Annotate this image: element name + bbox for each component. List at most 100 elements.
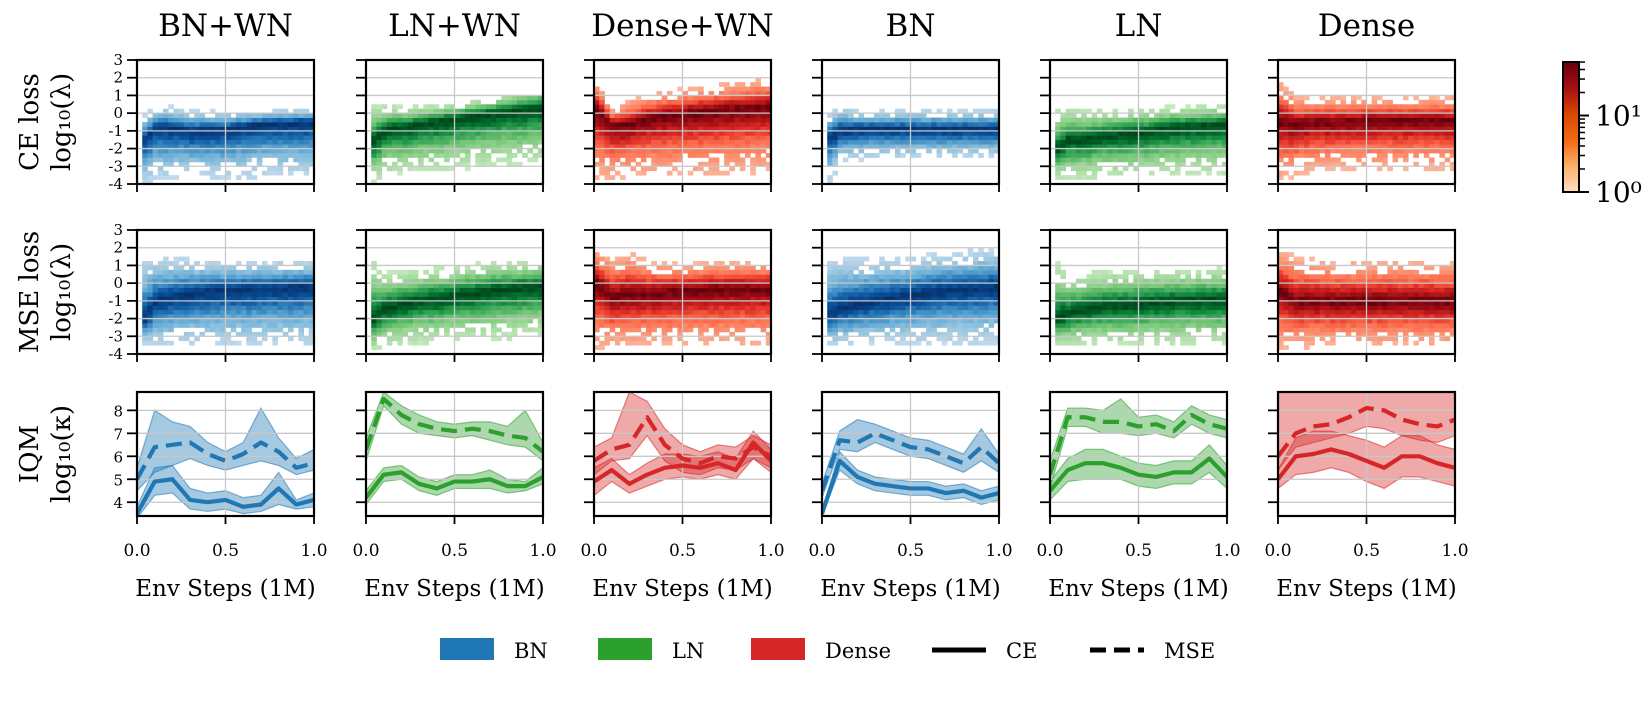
heatmap-cell [267, 274, 273, 280]
heatmap-cell [1065, 135, 1072, 141]
heatmap-cell [983, 287, 989, 293]
heatmap-cell [729, 157, 735, 163]
heatmap-cell [152, 122, 159, 127]
heatmap-cell [506, 309, 513, 315]
heatmap-cell [402, 331, 409, 337]
heatmap-cell [1148, 170, 1155, 176]
heatmap-cell [718, 95, 725, 101]
heatmap-cell [1361, 117, 1367, 123]
heatmap-cell [713, 274, 720, 280]
heatmap-cell [962, 296, 969, 302]
heatmap-cell [183, 148, 190, 154]
heatmap-cell [241, 126, 247, 132]
heatmap-cell [1096, 117, 1103, 123]
heatmap-cell [661, 287, 668, 293]
heatmap-cell [402, 139, 409, 145]
heatmap-cell [594, 122, 600, 127]
heatmap-cell [677, 148, 683, 154]
heatmap-cell [532, 305, 539, 311]
heatmap-cell [967, 265, 974, 271]
heatmap-cell [418, 314, 424, 319]
heatmap-cell [666, 99, 673, 105]
heatmap-cell [1314, 144, 1321, 149]
heatmap-cell [724, 99, 730, 105]
heatmap-cell [490, 104, 497, 110]
heatmap-cell [630, 265, 637, 271]
heatmap-cell [199, 300, 206, 306]
heatmap-cell [672, 305, 678, 311]
heatmap-cell [516, 122, 523, 127]
heatmap-cell [163, 126, 169, 132]
heatmap-cell [946, 300, 953, 306]
heatmap-cell [687, 265, 694, 271]
heatmap-cell [1107, 148, 1113, 154]
heatmap-cell [490, 130, 497, 136]
heatmap-cell [708, 157, 715, 163]
heatmap-cell [915, 153, 922, 158]
heatmap-cell [952, 318, 958, 324]
heatmap-cell [428, 113, 435, 118]
heatmap-cell [1278, 126, 1284, 132]
heatmap-cell [397, 122, 403, 127]
heatmap-cell [604, 261, 611, 266]
heatmap-cell [884, 292, 891, 297]
heatmap-cell [739, 130, 746, 136]
heatmap-cell [614, 117, 621, 123]
heatmap-cell [199, 305, 206, 311]
heatmap-cell [1091, 340, 1098, 346]
heatmap-cell [687, 99, 694, 105]
heatmap-cell [926, 126, 932, 132]
heatmap-cell [147, 157, 154, 163]
heatmap-cell [173, 292, 180, 297]
heatmap-cell [142, 274, 148, 280]
heatmap-cell [157, 269, 164, 275]
heatmap-cell [936, 292, 943, 297]
heatmap-cell [527, 296, 533, 302]
heatmap-cell [178, 256, 185, 262]
heatmap-cell [983, 318, 989, 324]
heatmap-cell [993, 283, 1000, 288]
heatmap-cell [532, 274, 539, 280]
heatmap-cell [594, 314, 600, 319]
heatmap-cell [381, 327, 388, 333]
heatmap-cell [1107, 122, 1113, 127]
heatmap-cell [1055, 126, 1061, 132]
heatmap-cell [718, 278, 725, 284]
heatmap-cell [1221, 135, 1228, 141]
heatmap-cell [267, 139, 273, 145]
heatmap-cell [475, 157, 481, 163]
heatmap-cell [189, 117, 195, 123]
heatmap-cell [765, 305, 772, 311]
heatmap-cell [1200, 144, 1207, 149]
heatmap-cell [433, 292, 440, 297]
heatmap-cell [993, 261, 1000, 266]
heatmap-cell [376, 153, 383, 158]
heatmap-cell [1278, 135, 1284, 141]
heatmap-cell [163, 122, 169, 127]
heatmap-cell [256, 340, 263, 346]
heatmap-cell [936, 323, 943, 328]
heatmap-cell [277, 113, 284, 118]
heatmap-cell [661, 327, 668, 333]
heatmap-cell [485, 126, 492, 132]
heatmap-cell [423, 305, 429, 311]
heatmap-cell [1060, 318, 1067, 324]
heatmap-cell [614, 157, 621, 163]
heatmap-cell [640, 331, 647, 337]
heatmap-cell [459, 130, 466, 136]
heatmap-cell [261, 292, 268, 297]
heatmap-cell [204, 287, 211, 293]
heatmap-cell [1148, 130, 1155, 136]
heatmap-cell [698, 314, 704, 319]
heatmap-cell [594, 345, 600, 350]
heatmap-cell [724, 283, 730, 288]
heatmap-cell [988, 283, 995, 288]
heatmap-cell [256, 157, 263, 163]
heatmap-cell [1148, 135, 1155, 141]
heatmap-cell [371, 157, 377, 163]
heatmap-cell [1091, 331, 1098, 337]
heatmap-cell [832, 170, 839, 176]
heatmap-cell [640, 336, 647, 342]
heatmap-cell [724, 130, 730, 136]
heatmap-cell [666, 292, 673, 297]
